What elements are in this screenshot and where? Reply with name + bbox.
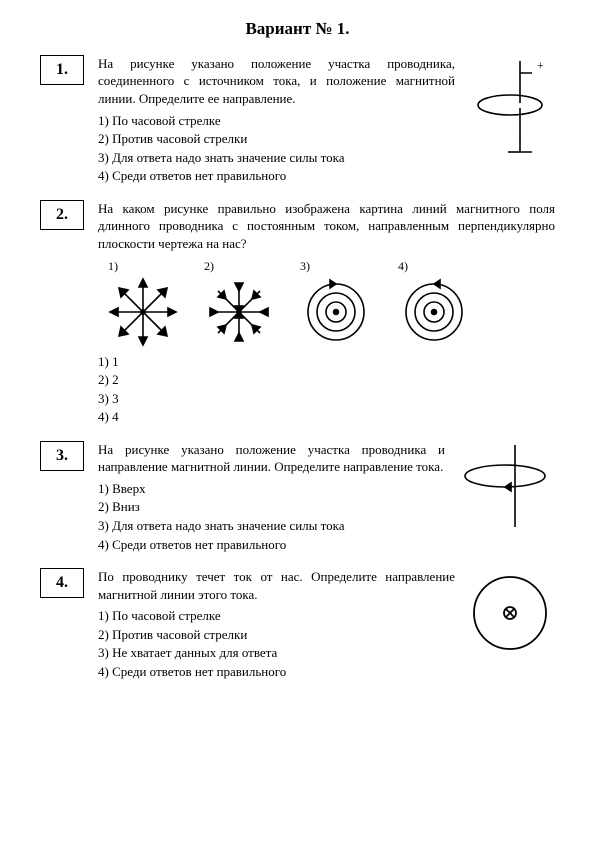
- option: 3) Для ответа надо знать значение силы т…: [98, 149, 455, 167]
- option: 1) 1: [98, 353, 555, 371]
- question-body: На рисунке указано положение участка про…: [98, 441, 555, 554]
- question-2: 2. На каком рисунке правильно изображена…: [40, 200, 555, 427]
- question-body: На рисунке указано положение участка про…: [98, 55, 555, 186]
- question-number: 3.: [40, 441, 84, 471]
- option: 2) 2: [98, 371, 555, 389]
- option: 4) Среди ответов нет правильного: [98, 663, 455, 681]
- option: 4) Среди ответов нет правильного: [98, 167, 455, 185]
- question-number: 2.: [40, 200, 84, 230]
- options: 1) 1 2) 2 3) 3 4) 4: [98, 353, 555, 426]
- question-body: На каком рисунке правильно изображена ка…: [98, 200, 555, 427]
- option: 2) Против часовой стрелки: [98, 130, 455, 148]
- svg-text:+: +: [537, 58, 544, 72]
- diagram-3: 3): [300, 258, 372, 346]
- options: 1) По часовой стрелке 2) Против часовой …: [98, 112, 455, 185]
- diagram-row: 1): [108, 258, 555, 346]
- figure-q4: [465, 568, 555, 681]
- diagram-1: 1): [108, 258, 178, 346]
- diagram-label: 2): [204, 258, 214, 274]
- question-number: 1.: [40, 55, 84, 85]
- diagram-label: 3): [300, 258, 310, 274]
- option: 4) 4: [98, 408, 555, 426]
- question-3: 3. На рисунке указано положение участка …: [40, 441, 555, 554]
- page-title: Вариант № 1.: [40, 18, 555, 41]
- question-4: 4. По проводнику течет ток от нас. Опред…: [40, 568, 555, 681]
- question-text: На каком рисунке правильно изображена ка…: [98, 201, 555, 251]
- diagram-label: 4): [398, 258, 408, 274]
- page: Вариант № 1. 1. На рисунке указано полож…: [0, 0, 595, 715]
- figure-q1: +: [465, 55, 555, 186]
- option: 3) Не хватает данных для ответа: [98, 644, 455, 662]
- question-text: По проводнику течет ток от нас. Определи…: [98, 569, 455, 602]
- question-text: На рисунке указано положение участка про…: [98, 442, 445, 475]
- options: 1) Вверх 2) Вниз 3) Для ответа надо знат…: [98, 480, 445, 553]
- option: 4) Среди ответов нет правильного: [98, 536, 445, 554]
- option: 1) Вверх: [98, 480, 445, 498]
- diagram-4: 4): [398, 258, 470, 346]
- diagram-2: 2): [204, 258, 274, 346]
- option: 2) Вниз: [98, 498, 445, 516]
- options: 1) По часовой стрелке 2) Против часовой …: [98, 607, 455, 680]
- question-1: 1. На рисунке указано положение участка …: [40, 55, 555, 186]
- diagram-label: 1): [108, 258, 118, 274]
- option: 3) Для ответа надо знать значение силы т…: [98, 517, 445, 535]
- option: 2) Против часовой стрелки: [98, 626, 455, 644]
- option: 1) По часовой стрелке: [98, 112, 455, 130]
- question-text: На рисунке указано положение участка про…: [98, 56, 455, 106]
- option: 3) 3: [98, 390, 555, 408]
- option: 1) По часовой стрелке: [98, 607, 455, 625]
- question-number: 4.: [40, 568, 84, 598]
- question-body: По проводнику течет ток от нас. Определи…: [98, 568, 555, 681]
- figure-q3: [455, 441, 555, 554]
